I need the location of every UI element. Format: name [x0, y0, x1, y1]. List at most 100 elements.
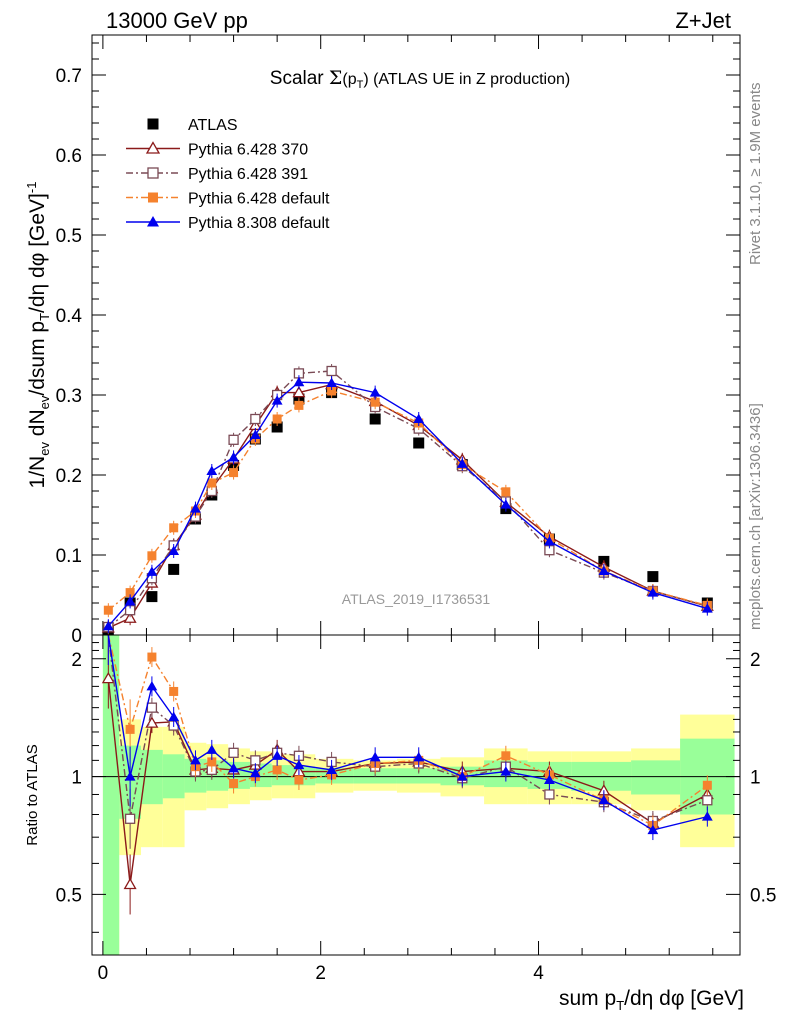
legend-item-pythia-8-308-default: Pythia 8.308 default — [126, 215, 330, 232]
legend-marker — [147, 167, 159, 179]
data-point — [228, 452, 239, 462]
legend: ATLAS Pythia 6.428 370 Pythia 6.428 391 Pyt… — [126, 117, 330, 232]
ratio-panel: 0.5 0.5 1 1 2 2 0 2 4 Ratio to ATLAS sum pT/dη d… — [24, 634, 776, 1013]
data-point — [326, 365, 337, 377]
data-point — [501, 487, 511, 497]
data-point — [598, 565, 610, 576]
ratio-point — [168, 711, 180, 722]
data-point — [326, 377, 337, 388]
y-tick-label: 0 — [71, 626, 82, 647]
x-tick-label: 4 — [533, 963, 544, 984]
ratio-point — [206, 744, 218, 754]
ratio-point — [701, 811, 713, 821]
legend-marker — [147, 118, 159, 130]
ratio-series-layer — [101, 634, 714, 915]
ratio-point — [124, 771, 136, 781]
main-series-layer — [101, 364, 714, 637]
legend-label: ATLAS — [188, 117, 238, 134]
ratio-point — [123, 877, 137, 890]
rivet-label: Rivet 3.1.10, ≥ 1.9M events — [747, 83, 764, 266]
series-line-pythia-6-428-391 — [107, 370, 708, 628]
data-point — [413, 437, 425, 449]
y-tick-label: 0.1 — [56, 546, 82, 567]
main-panel: Scalar Σ(pT) (ATLAS UE in Z production) … — [24, 34, 741, 647]
ratio-point — [293, 759, 305, 770]
stat-uncertainty-band — [631, 760, 681, 795]
legend-label: Pythia 6.428 391 — [188, 166, 308, 183]
y-tick-label: 0.6 — [56, 146, 82, 167]
data-point — [293, 376, 305, 387]
data-point — [229, 468, 239, 478]
mcplots-label: mcplots.cern.ch [arXiv:1306.3436] — [747, 403, 764, 630]
data-point — [147, 551, 157, 561]
data-point — [456, 458, 468, 468]
ratio-point — [271, 750, 283, 760]
legend-item-pythia-6-428-370: Pythia 6.428 370 — [126, 141, 308, 159]
x-tick-label: 2 — [315, 963, 326, 984]
data-point — [294, 400, 304, 410]
data-point — [168, 563, 180, 575]
ratio-point — [228, 747, 239, 758]
main-y-ticks: 0 0.1 0.2 0.3 0.4 0.5 0.6 0.7 — [56, 35, 740, 647]
ratio-y-tick-label-right: 0.5 — [750, 885, 776, 906]
ratio-point — [146, 702, 158, 713]
ratio-y-tick-label: 2 — [71, 650, 82, 671]
data-point — [647, 571, 659, 583]
ratio-y-axis-label: Ratio to ATLAS — [24, 744, 41, 845]
data-point — [272, 414, 282, 424]
ratio-point — [228, 762, 239, 773]
legend-marker — [145, 141, 161, 154]
ratio-point — [702, 780, 712, 790]
data-point — [544, 536, 555, 546]
x-axis-label: sum pT/dη dφ [GeV] — [559, 987, 744, 1013]
legend-marker — [148, 192, 158, 203]
data-point — [190, 503, 201, 513]
ratio-point — [125, 724, 135, 734]
legend-label: Pythia 8.308 default — [188, 215, 330, 232]
data-point — [271, 421, 283, 433]
ratio-point — [272, 765, 282, 775]
data-point — [125, 588, 135, 598]
ratio-point — [702, 795, 713, 806]
data-point — [369, 413, 381, 425]
ratio-series-pythia-8-308-default — [107, 634, 713, 841]
ratio-point — [124, 813, 136, 824]
ratio-point — [456, 771, 468, 781]
legend-item-atlas: ATLAS — [147, 117, 238, 134]
stat-uncertainty-band — [396, 768, 441, 784]
data-point — [146, 591, 158, 603]
data-point — [206, 465, 218, 476]
ratio-point — [146, 680, 158, 691]
ratio-point — [544, 789, 555, 800]
legend-label: Pythia 6.428 default — [188, 191, 330, 208]
legend-item-pythia-6-428-391: Pythia 6.428 391 — [126, 166, 308, 183]
data-point — [169, 523, 179, 533]
ratio-point — [169, 686, 179, 696]
ratio-point — [229, 779, 239, 789]
energy-label: 13000 GeV pp — [106, 8, 248, 33]
ratio-point — [249, 767, 261, 778]
ratio-point — [598, 794, 610, 805]
ratio-series-pythia-6-428-391 — [107, 634, 713, 849]
ratio-point — [500, 766, 512, 776]
ratio-point — [501, 751, 511, 761]
plot-title: Scalar Σ(pT) (ATLAS UE in Z production) — [270, 67, 570, 91]
data-point — [228, 434, 239, 445]
x-tick-label: 0 — [98, 963, 109, 984]
data-point — [168, 545, 180, 556]
ratio-point — [544, 774, 555, 785]
y-axis-label: 1/Nev dNev/dsum pT/dη dφ [GeV]-1 — [24, 182, 52, 489]
y-tick-label: 0.4 — [56, 306, 83, 327]
y-tick-label: 0.3 — [56, 386, 82, 407]
data-point — [250, 413, 261, 425]
data-point — [207, 478, 217, 488]
ratio-ticks: 0.5 0.5 1 1 2 2 0 2 4 — [56, 635, 776, 984]
y-tick-label: 0.5 — [56, 226, 82, 247]
data-point — [123, 611, 137, 623]
series-pythia-8-308-default — [102, 375, 713, 634]
ratio-y-tick-label: 1 — [71, 768, 82, 789]
legend-item-pythia-6-428-default: Pythia 6.428 default — [126, 191, 330, 208]
ratio-point — [647, 824, 659, 835]
ratio-point — [207, 757, 217, 767]
